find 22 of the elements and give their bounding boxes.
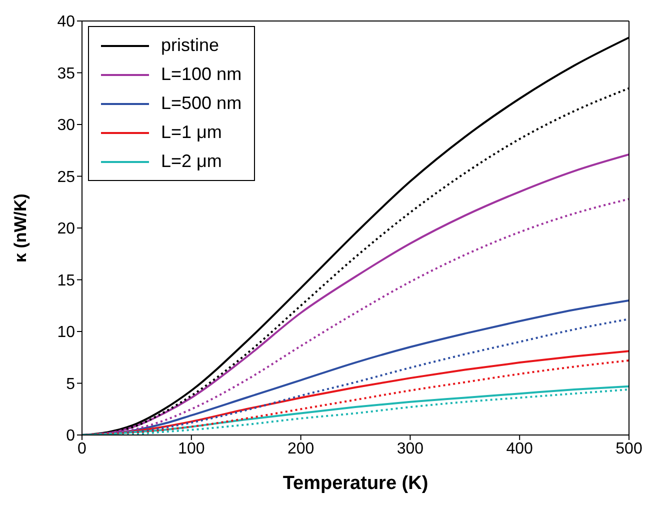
legend-label: L=2 μm [161, 151, 222, 172]
y-tick-label: 25 [57, 168, 76, 186]
x-tick-label: 400 [506, 440, 534, 458]
x-tick-label: 500 [616, 440, 642, 458]
x-tick-label: 200 [287, 440, 314, 458]
x-tick-label: 100 [178, 440, 205, 458]
y-axis-title: κ (nW/K) [11, 194, 30, 262]
x-tick-label: 0 [78, 440, 87, 458]
legend-label: L=500 nm [161, 93, 242, 114]
x-tick-label: 300 [396, 440, 424, 458]
legend-label: pristine [161, 35, 220, 56]
y-tick-label: 40 [57, 14, 76, 31]
y-tick-label: 10 [57, 324, 76, 342]
y-tick-label: 35 [57, 65, 76, 82]
x-axis-title: Temperature (K) [282, 473, 428, 494]
y-tick-label: 5 [66, 376, 76, 393]
y-tick-label: 30 [57, 117, 76, 134]
y-tick-label: 15 [57, 272, 76, 290]
y-tick-label: 0 [66, 428, 76, 445]
y-tick-label: 20 [57, 220, 76, 238]
legend-label: L=1 μm [161, 122, 222, 143]
legend-label: L=100 nm [161, 64, 242, 85]
